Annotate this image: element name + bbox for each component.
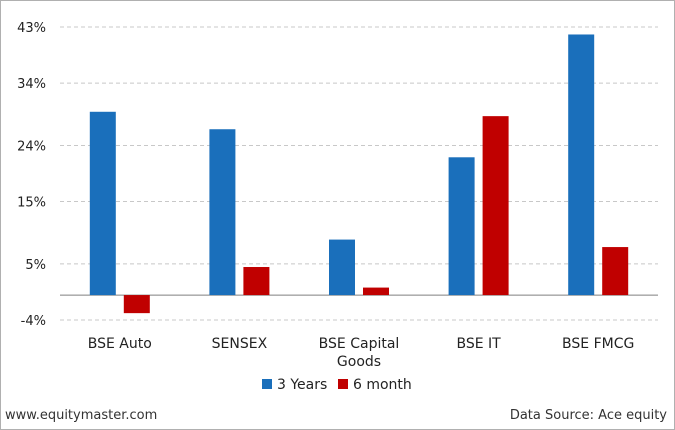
x-tick-label: Goods (337, 354, 381, 370)
x-tick-label: BSE FMCG (562, 336, 634, 352)
legend-label: 6 month (353, 377, 412, 393)
bar-3-years (329, 239, 355, 296)
legend-swatch (338, 379, 348, 389)
bar-6-month (363, 287, 389, 296)
y-tick-label: 43% (17, 21, 46, 36)
bar-6-month (123, 295, 150, 314)
bar-6-month (602, 247, 629, 296)
legend-swatch (262, 379, 272, 389)
y-tick-label: 5% (25, 258, 46, 273)
y-tick-label: 15% (17, 196, 46, 211)
y-tick-label: 34% (17, 77, 46, 92)
bar-3-years (89, 111, 116, 296)
x-tick-label: BSE IT (456, 336, 501, 352)
bar-6-month (243, 267, 270, 296)
x-tick-label: BSE Auto (88, 336, 152, 352)
y-tick-label: -4% (21, 314, 46, 329)
bar-6-month (482, 116, 509, 296)
bar-3-years (568, 34, 595, 296)
data-source: Data Source: Ace equity (509, 408, 667, 423)
legend-label: 3 Years (277, 377, 327, 393)
bar-3-years (448, 157, 475, 296)
x-tick-label: BSE Capital (319, 336, 400, 352)
y-tick-label: 24% (17, 139, 46, 154)
bar-3-years (209, 129, 236, 296)
site-credit: www.equitymaster.com (5, 408, 158, 423)
x-tick-label: SENSEX (212, 336, 268, 352)
